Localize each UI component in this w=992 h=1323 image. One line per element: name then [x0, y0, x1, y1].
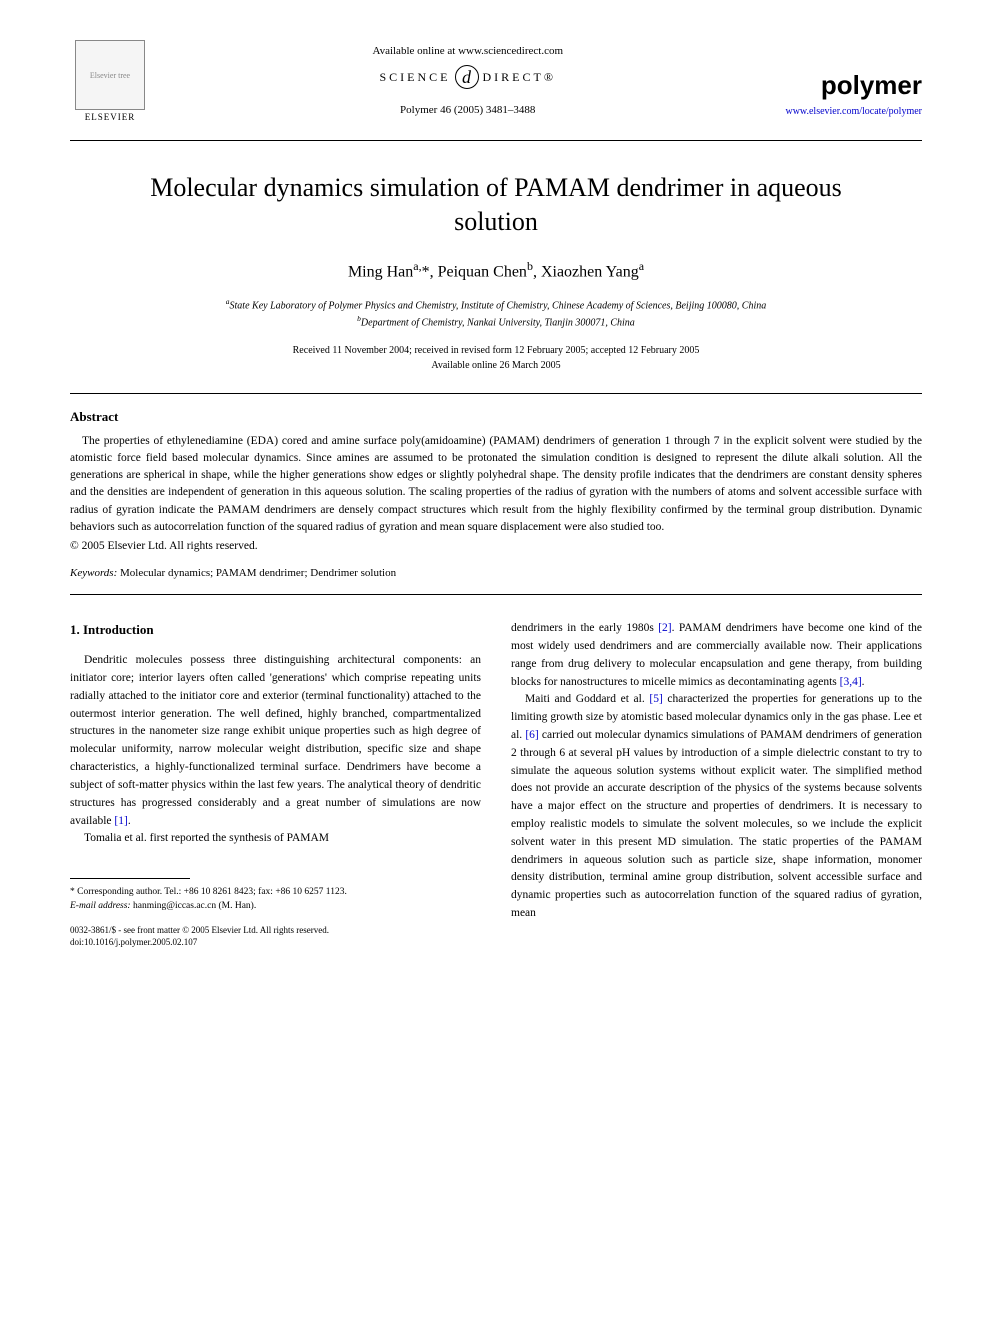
abstract-bottom-divider [70, 594, 922, 595]
publisher-name: ELSEVIER [85, 112, 136, 122]
affiliation-a: aState Key Laboratory of Polymer Physics… [70, 296, 922, 313]
email-label: E-mail address: [70, 901, 131, 911]
doi-block: 0032-3861/$ - see front matter © 2005 El… [70, 924, 481, 949]
sd-left: SCIENCE [380, 70, 451, 85]
article-dates: Received 11 November 2004; received in r… [70, 343, 922, 373]
header-center: Available online at www.sciencedirect.co… [150, 40, 785, 116]
dates-online: Available online 26 March 2005 [70, 358, 922, 373]
keywords-line: Keywords: Molecular dynamics; PAMAM dend… [70, 567, 922, 579]
citation-line: Polymer 46 (2005) 3481–3488 [150, 104, 785, 116]
email-address[interactable]: hanming@iccas.ac.cn (M. Han). [131, 901, 257, 911]
journal-logo-block: polymer www.elsevier.com/locate/polymer [785, 40, 922, 117]
corresponding-author: * Corresponding author. Tel.: +86 10 826… [70, 885, 481, 899]
email-line: E-mail address: hanming@iccas.ac.cn (M. … [70, 899, 481, 913]
ref-link-6[interactable]: [6] [525, 729, 538, 741]
abstract-text: The properties of ethylenediamine (EDA) … [70, 433, 922, 537]
intro-para-1: Dendritic molecules possess three distin… [70, 652, 481, 830]
header-divider [70, 140, 922, 141]
journal-name: polymer [785, 70, 922, 101]
science-direct-logo: SCIENCE d DIRECT® [150, 65, 785, 89]
abstract-top-divider [70, 393, 922, 394]
keywords-label: Keywords: [70, 567, 117, 579]
ref-link-1[interactable]: [1] [114, 815, 127, 827]
affiliation-b: bDepartment of Chemistry, Nankai Univers… [70, 313, 922, 330]
footnotes: * Corresponding author. Tel.: +86 10 826… [70, 885, 481, 914]
journal-url[interactable]: www.elsevier.com/locate/polymer [785, 106, 922, 117]
col2-para-2: Maiti and Goddard et al. [5] characteriz… [511, 691, 922, 923]
affiliations: aState Key Laboratory of Polymer Physics… [70, 296, 922, 331]
article-title: Molecular dynamics simulation of PAMAM d… [70, 171, 922, 239]
intro-para-2: Tomalia et al. first reported the synthe… [70, 830, 481, 848]
right-column: dendrimers in the early 1980s [2]. PAMAM… [511, 620, 922, 949]
abstract-copyright: © 2005 Elsevier Ltd. All rights reserved… [70, 540, 922, 552]
ref-link-2[interactable]: [2] [658, 622, 671, 634]
keywords-text: Molecular dynamics; PAMAM dendrimer; Den… [117, 567, 396, 579]
publisher-logo: Elsevier tree ELSEVIER [70, 40, 150, 130]
issn-line: 0032-3861/$ - see front matter © 2005 El… [70, 924, 481, 937]
body-columns: 1. Introduction Dendritic molecules poss… [70, 620, 922, 949]
intro-heading: 1. Introduction [70, 620, 481, 640]
sd-right: DIRECT® [483, 70, 556, 85]
doi-line: doi:10.1016/j.polymer.2005.02.107 [70, 936, 481, 949]
abstract-heading: Abstract [70, 409, 922, 425]
available-online-text: Available online at www.sciencedirect.co… [150, 45, 785, 57]
left-column: 1. Introduction Dendritic molecules poss… [70, 620, 481, 949]
footnote-divider [70, 878, 190, 879]
sd-at-icon: d [455, 65, 479, 89]
page-header: Elsevier tree ELSEVIER Available online … [70, 40, 922, 130]
elsevier-tree-icon: Elsevier tree [75, 40, 145, 110]
col2-para-1: dendrimers in the early 1980s [2]. PAMAM… [511, 620, 922, 691]
authors-line: Ming Hana,*, Peiquan Chenb, Xiaozhen Yan… [70, 259, 922, 281]
ref-link-5[interactable]: [5] [649, 693, 662, 705]
dates-received: Received 11 November 2004; received in r… [70, 343, 922, 358]
ref-link-34[interactable]: [3,4] [840, 676, 862, 688]
